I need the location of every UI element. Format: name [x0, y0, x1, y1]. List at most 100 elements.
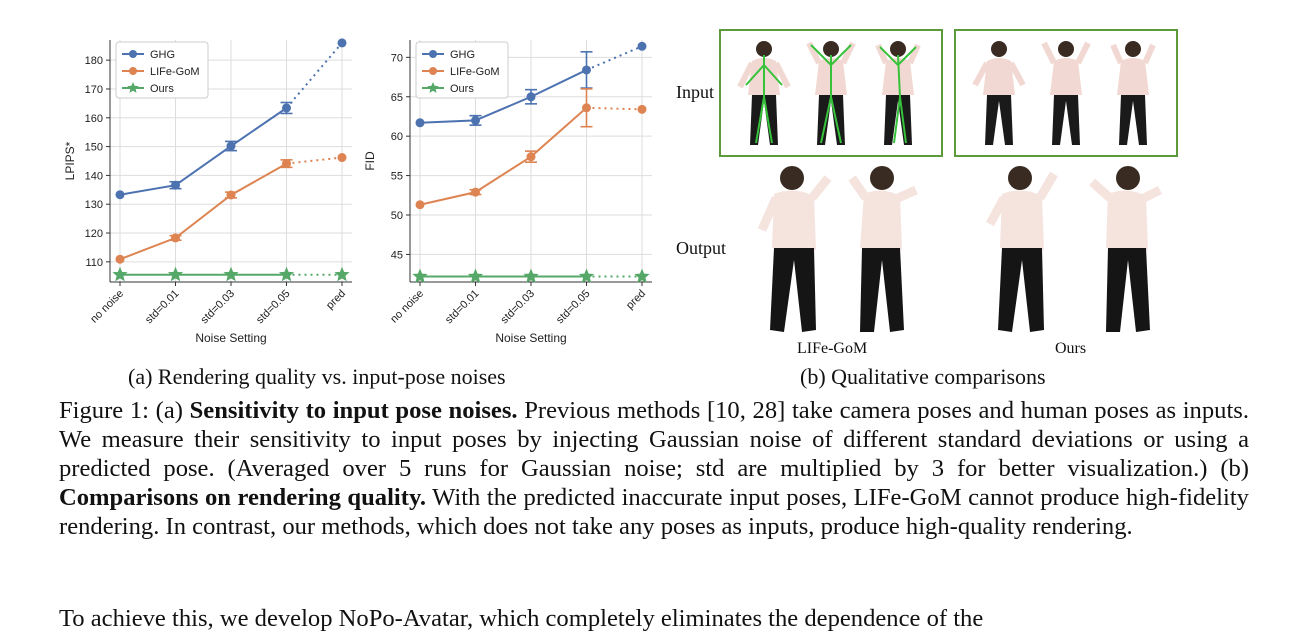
lpips-chart: 110 120 130 140 150 160 170 180 no noise std=0.01… — [60, 28, 370, 358]
output-person-ours — [986, 166, 1058, 332]
fid-chart-svg: 45 50 55 60 65 70 no noise std=0.01 std=0.03 std=… — [363, 40, 652, 345]
data-point-ghg — [226, 141, 236, 151]
x-tick-label: no noise — [388, 288, 426, 326]
legend-box — [115, 41, 209, 99]
lpips-chart-svg: 110 120 130 140 150 160 170 180 no noise std=0.01… — [63, 38, 352, 345]
data-point-ghg — [415, 118, 425, 128]
data-point-ours — [278, 266, 295, 282]
data-point-ours — [523, 268, 539, 283]
data-point-ghg — [282, 103, 291, 113]
legend-label: Ours — [450, 83, 474, 95]
legend-label: GHG — [450, 49, 475, 61]
series-line-life-gom — [419, 107, 588, 206]
x-tick-label: pred — [624, 288, 648, 312]
series-dotted-life-gom — [586, 106, 643, 111]
subcaption-a: (a) Rendering quality vs. input-pose noi… — [128, 364, 506, 389]
y-tick-label: 160 — [85, 113, 103, 125]
data-point-ours — [167, 266, 184, 282]
x-tick-label: std=0.01 — [143, 288, 182, 327]
series-line-ghg — [119, 107, 288, 196]
series-line-life-gom — [119, 162, 287, 261]
legend-label: Ours — [150, 83, 174, 95]
input-panel-ours — [954, 29, 1178, 157]
data-point-life-gom — [115, 254, 125, 264]
caption-text-2: With the predicted inaccurate input pose… — [59, 484, 1249, 540]
output-person-lifegom — [848, 166, 918, 332]
legend-label: LIFe-GoM — [150, 66, 200, 78]
y-tick-label: 70 — [391, 52, 403, 64]
legend-marker — [127, 82, 139, 93]
legend-marker — [129, 50, 137, 58]
data-point-life-gom — [471, 187, 480, 197]
legend-label: GHG — [150, 49, 175, 61]
data-point-life-gom — [171, 233, 180, 243]
x-tick-label: no noise — [88, 288, 126, 326]
subcaption-b: (b) Qualitative comparisons — [800, 364, 1046, 389]
data-point-ghg — [582, 65, 591, 75]
x-tick-label: std=0.01 — [443, 288, 482, 327]
y-tick-label: 150 — [85, 142, 103, 154]
data-point-ours — [467, 268, 484, 283]
caption-text-1: Previous methods [10, 28] take camera po… — [59, 397, 1249, 482]
series-dotted-ghg — [285, 42, 343, 109]
data-point-ghg — [337, 38, 347, 48]
series-dotted-ghg — [586, 45, 643, 71]
y-tick-label: 110 — [85, 257, 103, 269]
y-tick-label: 50 — [391, 210, 403, 222]
data-point-ours — [634, 268, 650, 283]
data-point-ghg — [526, 92, 536, 102]
x-tick-label: std=0.05 — [554, 288, 593, 327]
data-point-ours — [334, 266, 350, 282]
caption-bold-1: Sensitivity to input pose noises. — [189, 397, 518, 424]
data-point-ghg — [637, 41, 647, 51]
fid-chart: 45 50 55 60 65 70 no noise std=0.01 std=0.03 std=… — [360, 28, 670, 358]
y-tick-label: 65 — [391, 92, 403, 104]
data-point-ours — [223, 266, 239, 282]
data-point-life-gom — [526, 152, 536, 162]
y-tick-label: 170 — [85, 84, 103, 96]
caption-bold-2: Comparisons on rendering quality. — [59, 484, 427, 511]
person-figure — [1109, 41, 1156, 145]
y-tick-label: 55 — [391, 171, 403, 183]
output-col-label-lifegom: LIFe-GoM — [797, 340, 868, 357]
legend: GHG LIFe-GoM Ours — [115, 41, 209, 99]
data-point-ours — [578, 268, 595, 283]
caption-prefix: Figure 1: (a) — [59, 397, 190, 424]
y-tick-label: 180 — [85, 55, 103, 67]
x-axis-label: Noise Setting — [495, 331, 566, 345]
person-figure — [1041, 41, 1091, 145]
x-tick-label: std=0.03 — [199, 288, 238, 327]
legend-box — [415, 41, 509, 99]
input-panel-lifegom — [719, 29, 943, 157]
y-axis-label: FID — [363, 151, 377, 171]
output-col-label-ours: Ours — [1055, 340, 1087, 357]
legend-marker — [429, 50, 437, 58]
person-figure — [737, 41, 792, 145]
legend-marker — [429, 67, 437, 75]
data-point-life-gom — [637, 104, 647, 114]
data-point-ghg — [171, 180, 180, 190]
data-point-life-gom — [282, 159, 291, 169]
legend: GHG LIFe-GoM Ours — [415, 41, 509, 99]
series-dotted-life-gom — [286, 156, 343, 165]
legend-label: LIFe-GoM — [450, 66, 500, 78]
output-person-ours — [1089, 166, 1163, 332]
x-tick-label: std=0.05 — [254, 288, 293, 327]
output-person-lifegom — [757, 166, 832, 332]
data-point-life-gom — [226, 190, 236, 200]
legend-marker — [427, 82, 439, 93]
y-tick-label: 120 — [85, 228, 103, 240]
y-tick-label: 130 — [85, 199, 103, 211]
x-tick-label: std=0.03 — [499, 288, 538, 327]
series-line-ghg — [419, 69, 587, 124]
next-paragraph: To achieve this, we develop NoPo-Avatar,… — [59, 605, 984, 632]
legend-marker — [129, 67, 137, 75]
y-tick-label: 140 — [85, 170, 103, 182]
x-axis-label: Noise Setting — [195, 331, 266, 345]
person-figure — [806, 41, 856, 145]
x-tick-label: pred — [324, 288, 348, 312]
y-tick-label: 60 — [391, 131, 403, 143]
data-point-ours — [112, 266, 128, 282]
data-point-life-gom — [582, 103, 591, 113]
data-point-ghg — [115, 190, 125, 200]
